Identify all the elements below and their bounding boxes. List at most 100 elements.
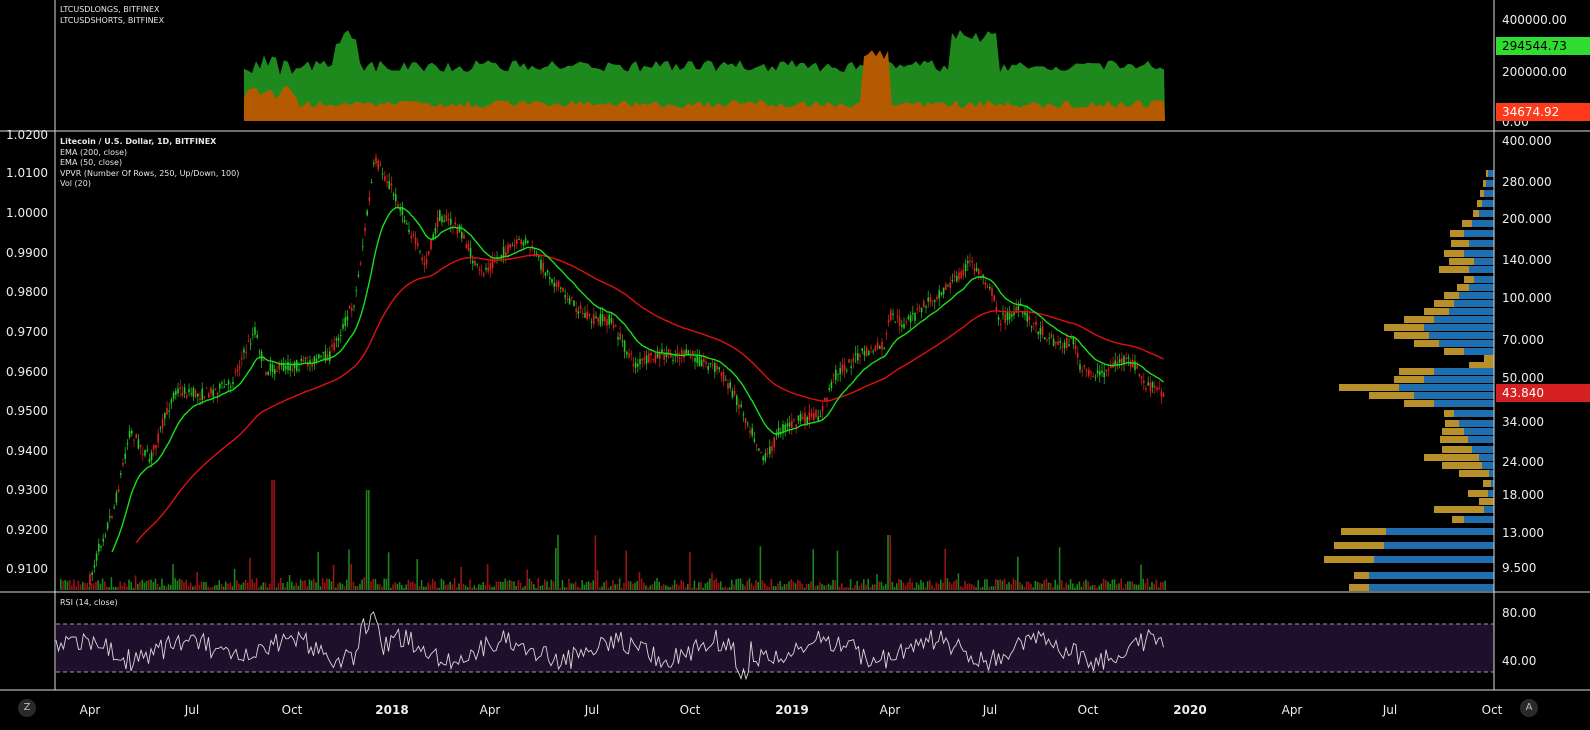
auto-scale-button[interactable]: A — [1520, 699, 1538, 717]
vpvr-down-bar — [1449, 258, 1474, 265]
candle-body — [225, 383, 228, 386]
candle-body — [872, 351, 874, 353]
candle-body — [379, 164, 382, 166]
time-axis-label: Jul — [184, 703, 199, 717]
volume-bar — [704, 583, 707, 590]
candle-body — [725, 379, 727, 381]
ema200-line — [135, 254, 1164, 544]
volume-bar — [205, 582, 207, 590]
volume-bar — [363, 577, 366, 590]
candle-body — [472, 260, 474, 264]
candle-body — [1068, 344, 1070, 347]
candle-body — [967, 261, 969, 264]
vpvr-up-bar — [1459, 420, 1494, 427]
volume-bar — [335, 587, 337, 590]
candle-body — [826, 397, 828, 401]
vpvr-up-bar — [1439, 340, 1494, 347]
vpvr-down-bar — [1444, 348, 1464, 355]
vpvr-up-bar — [1472, 220, 1494, 227]
candle-body — [205, 387, 208, 389]
volume-bar — [429, 584, 432, 590]
volume-bar — [973, 585, 975, 590]
candle-body — [122, 462, 124, 466]
candle-body — [412, 234, 415, 236]
candle-body — [1083, 365, 1086, 368]
price-right-axis-label: 34.000 — [1502, 415, 1544, 429]
volume-bar — [95, 581, 97, 590]
volume-bar — [233, 568, 236, 590]
candle-body — [258, 351, 261, 353]
candle-body — [249, 343, 252, 345]
candle-body — [159, 427, 162, 429]
volume-bar — [121, 585, 124, 590]
vpvr-up-bar — [1464, 250, 1494, 257]
ema200-legend[interactable]: EMA (200, close) — [60, 147, 128, 157]
candle-body — [542, 262, 544, 273]
volume-bar — [656, 578, 658, 590]
volume-bar — [229, 582, 231, 590]
candle-body — [150, 452, 153, 461]
ema50-legend[interactable]: EMA (50, close) — [60, 158, 123, 167]
rsi-axis-label: 40.00 — [1502, 654, 1536, 668]
volume-bar — [874, 584, 876, 590]
volume-bar — [170, 584, 172, 590]
candle-body — [810, 413, 813, 417]
volume-bar — [632, 583, 634, 590]
volume-bar — [460, 566, 462, 590]
volume-bar — [786, 584, 788, 590]
candle-body — [678, 357, 681, 359]
candle-body — [505, 252, 507, 256]
volume-bar — [438, 587, 440, 590]
candle-body — [370, 181, 373, 183]
candle-body — [304, 357, 307, 359]
price-left-axis-label: 0.9800 — [6, 285, 48, 299]
volume-bar — [711, 572, 713, 590]
candle-body — [1149, 382, 1152, 392]
shorts-legend[interactable]: LTCUSDSHORTS, BITFINEX — [60, 15, 165, 25]
volume-bar — [99, 583, 102, 590]
vpvr-down-bar — [1484, 355, 1494, 362]
volume-bar — [739, 578, 742, 590]
volume-bar — [876, 574, 878, 590]
candle-body — [98, 543, 100, 552]
longs-legend[interactable]: LTCUSDLONGS, BITFINEX — [60, 5, 160, 14]
volume-bar — [733, 584, 735, 590]
candle-body — [942, 287, 945, 295]
volume-bar — [616, 584, 619, 590]
vpvr-legend[interactable]: VPVR (Number Of Rows, 250, Up/Down, 100) — [60, 168, 240, 178]
log-scale-button[interactable]: Z — [18, 699, 36, 717]
candle-body — [469, 248, 472, 258]
time-axis-label: 2020 — [1173, 703, 1206, 717]
volume-bar — [317, 551, 319, 590]
candle-body — [1072, 337, 1075, 345]
volume-bar — [1096, 587, 1098, 590]
symbol-legend[interactable]: Litecoin / U.S. Dollar, 1D, BITFINEX — [60, 137, 217, 146]
volume-bar — [159, 586, 161, 590]
volume-bar — [869, 586, 872, 590]
candle-body — [656, 353, 659, 358]
candle-body — [694, 358, 696, 362]
volume-bar — [464, 585, 467, 590]
volume-bar — [794, 583, 797, 590]
volume-bar — [251, 579, 253, 590]
volume-bar — [491, 587, 493, 590]
candle-body — [791, 420, 793, 428]
rsi-legend[interactable]: RSI (14, close) — [60, 598, 118, 607]
volume-bar — [629, 581, 632, 590]
candle-body — [201, 388, 203, 400]
volume-legend[interactable]: Vol (20) — [60, 179, 91, 188]
volume-bar — [935, 582, 938, 590]
candle-body — [527, 240, 529, 243]
candle-body — [1015, 306, 1017, 312]
volume-bar — [425, 586, 427, 590]
volume-bar — [62, 580, 64, 590]
candle-body — [245, 351, 247, 353]
vpvr-down-bar — [1399, 368, 1434, 375]
volume-bar — [211, 586, 214, 590]
candle-body — [348, 306, 351, 309]
volume-bar — [1047, 582, 1050, 590]
volume-bar — [1133, 584, 1136, 590]
vpvr-up-bar — [1374, 556, 1494, 563]
volume-bar — [117, 587, 119, 590]
